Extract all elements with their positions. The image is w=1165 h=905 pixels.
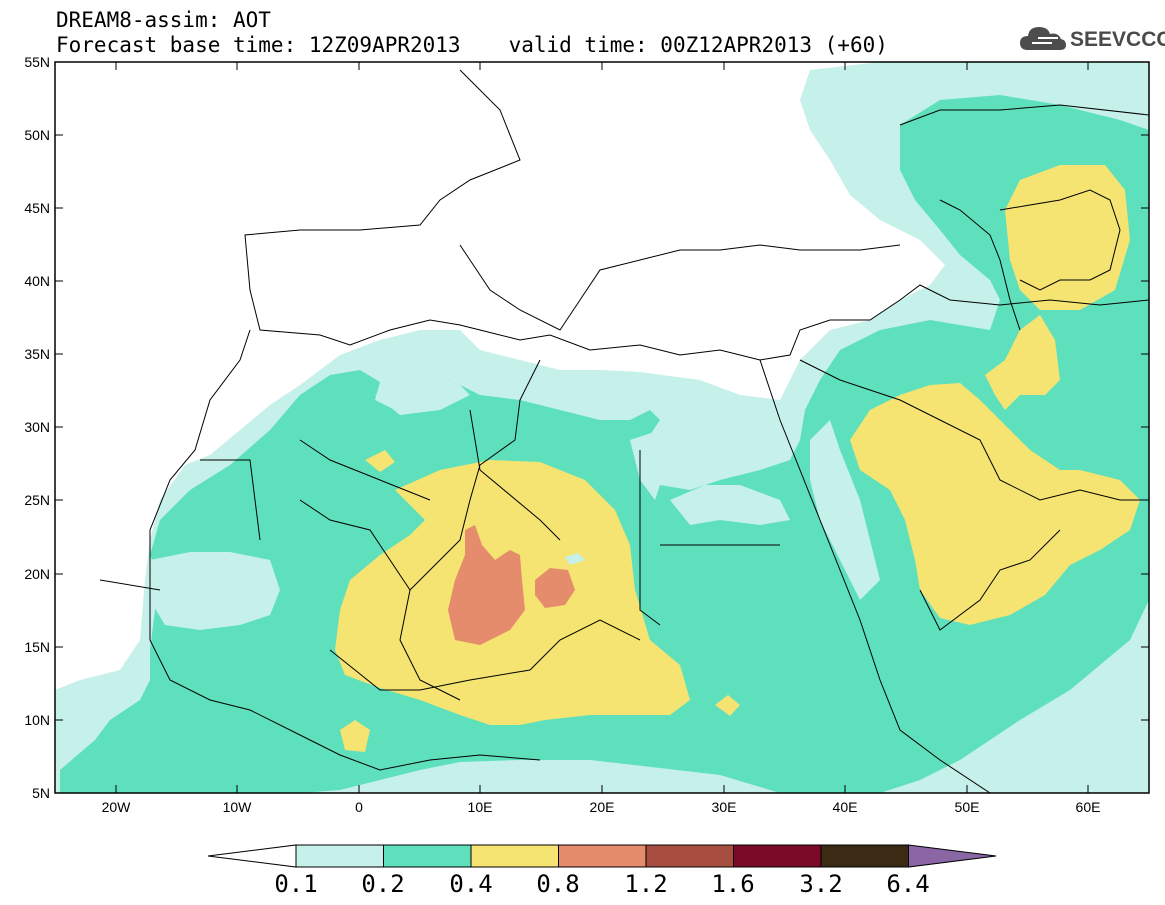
lat-label: 10N	[24, 712, 50, 728]
colorbar-segment	[295, 844, 384, 868]
lat-label: 45N	[24, 200, 50, 216]
lon-label: 20W	[102, 799, 132, 815]
aot-level-0.4	[850, 383, 1140, 625]
lon-label: 50E	[955, 799, 980, 815]
lat-label: 30N	[24, 419, 50, 435]
cloud-icon	[1020, 27, 1066, 50]
colorbar-label: 3.2	[799, 870, 843, 898]
colorbar-segment	[470, 844, 559, 868]
aot-level-0.4	[1005, 165, 1130, 310]
lat-ticks	[55, 61, 1149, 721]
aot-level-0.1	[630, 430, 665, 500]
lat-label: 20N	[24, 566, 50, 582]
colorbar-label: 1.2	[624, 870, 668, 898]
colorbar-segment	[558, 844, 647, 868]
lat-label: 55N	[24, 54, 50, 70]
lon-label: 40E	[833, 799, 858, 815]
aot-level-0.8	[535, 568, 575, 608]
base-time: Forecast base time: 12Z09APR2013	[56, 33, 461, 57]
colorbar-label: 0.4	[449, 870, 493, 898]
aot-level-0.1	[670, 485, 790, 525]
colorbar	[207, 844, 997, 868]
lat-label: 35N	[24, 346, 50, 362]
colorbar-upper-triangle	[908, 844, 997, 868]
colorbar-segment	[733, 844, 822, 868]
lat-label: 5N	[32, 785, 50, 801]
aot-level-0.1	[375, 380, 470, 415]
aot-level-0.1	[565, 553, 585, 565]
aot-level-0.4	[335, 460, 690, 725]
lat-label: 50N	[24, 127, 50, 143]
aot-level-0.1	[810, 420, 880, 600]
colorbar-label: 6.4	[886, 870, 930, 898]
lon-label: 10W	[223, 799, 253, 815]
lon-label: 20E	[590, 799, 615, 815]
aot-level-0.8	[448, 525, 525, 645]
aot-level-0.4	[365, 450, 395, 472]
aot-level-0.4	[340, 720, 370, 752]
aot-level-0.1	[55, 62, 1149, 793]
colorbar-label: 0.8	[536, 870, 580, 898]
lat-label: 40N	[24, 273, 50, 289]
aot-level-0.2	[60, 95, 1149, 793]
aot-level-0.1	[150, 552, 280, 630]
seevccc-logo: SEEVCCC	[1018, 22, 1165, 56]
map-frame	[54, 61, 1150, 794]
lon-label: 30E	[712, 799, 737, 815]
colorbar-label: 0.1	[274, 870, 318, 898]
aot-level-0.4	[715, 695, 740, 716]
lon-labels: 20W 10W 0 10E 20E 30E 40E 50E 60E	[102, 799, 1101, 815]
lon-label: 0	[355, 799, 363, 815]
colorbar-segment	[820, 844, 909, 868]
colorbar-label: 1.6	[711, 870, 755, 898]
colorbar-segment	[383, 844, 472, 868]
lon-ticks	[115, 62, 1089, 793]
colorbar-lower-triangle	[207, 844, 297, 868]
lat-labels: 55N 50N 45N 40N 35N 30N 25N 20N 15N 10N …	[24, 54, 50, 801]
lat-label: 25N	[24, 492, 50, 508]
valid-time: valid time: 00Z12APR2013 (+60)	[508, 33, 888, 57]
aot-level-0.4	[985, 315, 1060, 410]
map-title: DREAM8-assim: AOT	[56, 8, 271, 32]
colorbar-label: 0.2	[361, 870, 405, 898]
colorbar-segment	[645, 844, 734, 868]
coastlines	[99, 69, 1149, 793]
lon-label: 60E	[1076, 799, 1101, 815]
map-subtitle: Forecast base time: 12Z09APR2013 valid ti…	[56, 34, 888, 56]
lat-label: 15N	[24, 639, 50, 655]
lon-label: 10E	[468, 799, 493, 815]
logo-text: SEEVCCC	[1070, 28, 1165, 51]
